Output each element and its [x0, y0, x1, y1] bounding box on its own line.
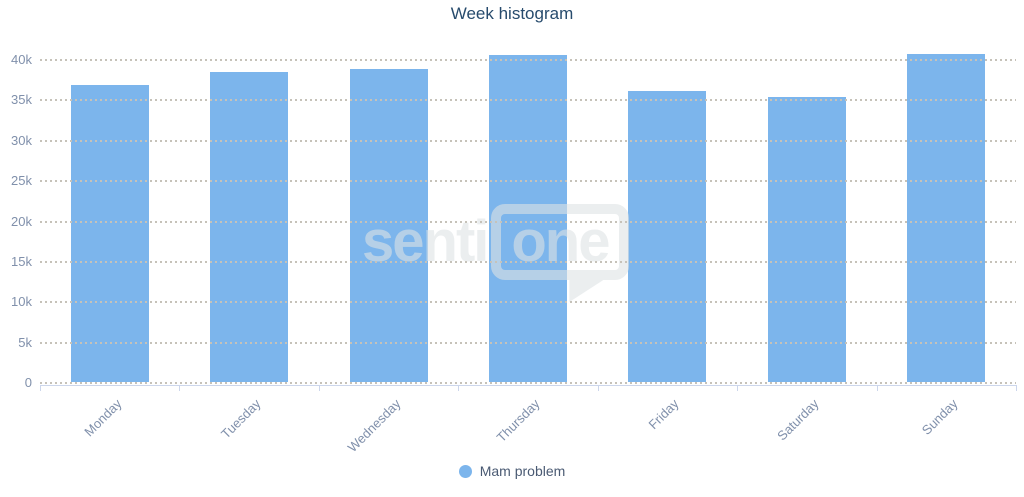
bar-sunday[interactable] [906, 52, 987, 383]
x-axis-tick [318, 385, 320, 391]
x-axis-label-tuesday: Tuesday [218, 396, 264, 442]
y-axis-label-40k: 40k [11, 52, 32, 67]
chart-title: Week histogram [450, 4, 574, 23]
y-axis-label-25k: 25k [11, 173, 32, 189]
y-axis-label-0: 0 [24, 375, 32, 390]
x-axis-tick [876, 385, 878, 391]
x-axis-label-sunday: Sunday [919, 396, 961, 438]
y-axis-label-35k: 35k [11, 92, 32, 108]
bar-wednesday[interactable] [348, 68, 429, 383]
x-axis-tick [597, 385, 599, 391]
legend-marker-circle-icon [458, 464, 472, 478]
y-axis-label-15k: 15k [11, 253, 32, 269]
bar-friday[interactable] [627, 89, 708, 383]
y-axis-label-10k: 10k [11, 294, 32, 310]
x-axis-tick [1016, 385, 1017, 391]
bar-monday[interactable] [69, 84, 150, 383]
y-axis-label-20k: 20k [11, 213, 32, 229]
bar-thursday[interactable] [488, 54, 568, 383]
x-axis-tick [458, 385, 460, 391]
bar-saturday[interactable] [766, 96, 847, 383]
y-axis-label-5k: 5k [18, 334, 32, 350]
y-axis-label-30k: 30k [11, 132, 32, 148]
x-axis-label-thursday: Thursday [493, 396, 543, 445]
legend-item-mam-problem[interactable]: Mam problem [458, 463, 566, 479]
x-axis-label-saturday: Saturday [774, 396, 822, 444]
x-axis-label-monday: Monday [81, 396, 125, 440]
legend-item-label: Mam problem [479, 463, 566, 479]
x-axis-label-wednesday: Wednesday [344, 396, 404, 455]
x-axis-tick [737, 385, 739, 391]
bar-tuesday[interactable] [209, 71, 290, 383]
x-axis-tick [179, 385, 181, 391]
x-axis-label-friday: Friday [645, 396, 683, 433]
x-axis-line [40, 385, 1017, 386]
x-axis-tick [40, 385, 41, 391]
legend: Mam problem [0, 463, 1024, 479]
